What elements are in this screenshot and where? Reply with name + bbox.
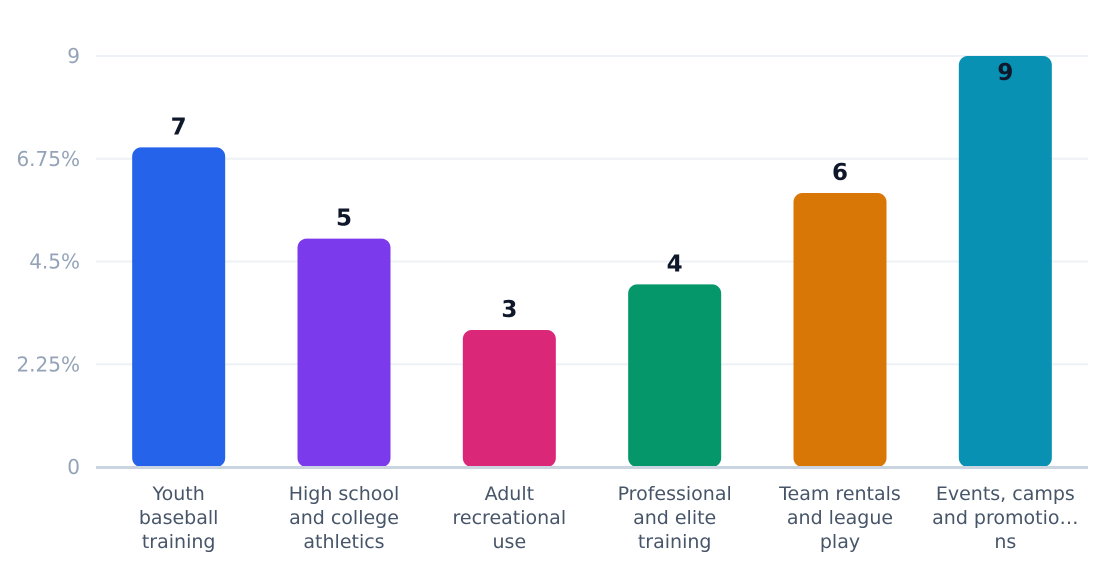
bar: [462, 330, 556, 467]
bar: [628, 284, 722, 467]
bar: [793, 193, 887, 467]
y-tick-label: 4.5%: [29, 250, 80, 274]
data-label: 9: [997, 60, 1013, 86]
x-tick-label: High school and college athletics: [289, 483, 400, 553]
x-tick-label: Team rentals and league play: [778, 483, 901, 553]
y-tick-label: 6.75%: [16, 147, 80, 171]
x-tick-label: Youth baseball training: [139, 483, 219, 553]
data-label: 6: [832, 160, 848, 186]
y-tick-label: 9: [67, 44, 80, 68]
y-tick-label: 2.25%: [16, 352, 80, 376]
x-tick-label: Adult recreational use: [453, 483, 567, 553]
data-labels: 7 5 3 4 6 9: [171, 60, 1014, 323]
grid-lines: [96, 55, 1088, 366]
bar: [297, 238, 391, 467]
bar: [132, 147, 226, 468]
bars: [132, 56, 1052, 468]
y-axis: 0 2.25% 4.5% 6.75% 9: [16, 44, 80, 479]
x-tick-label: Events, camps and promotio… ns: [932, 483, 1078, 553]
bar: [958, 56, 1052, 467]
x-tick-label: Professional and elite training: [618, 483, 732, 553]
y-tick-label: 0: [67, 455, 80, 479]
data-label: 5: [336, 206, 352, 232]
x-axis: Youth baseball training High school and coll…: [139, 483, 1079, 553]
data-label: 3: [501, 297, 517, 323]
data-label: 4: [667, 251, 683, 277]
data-label: 7: [171, 114, 187, 140]
